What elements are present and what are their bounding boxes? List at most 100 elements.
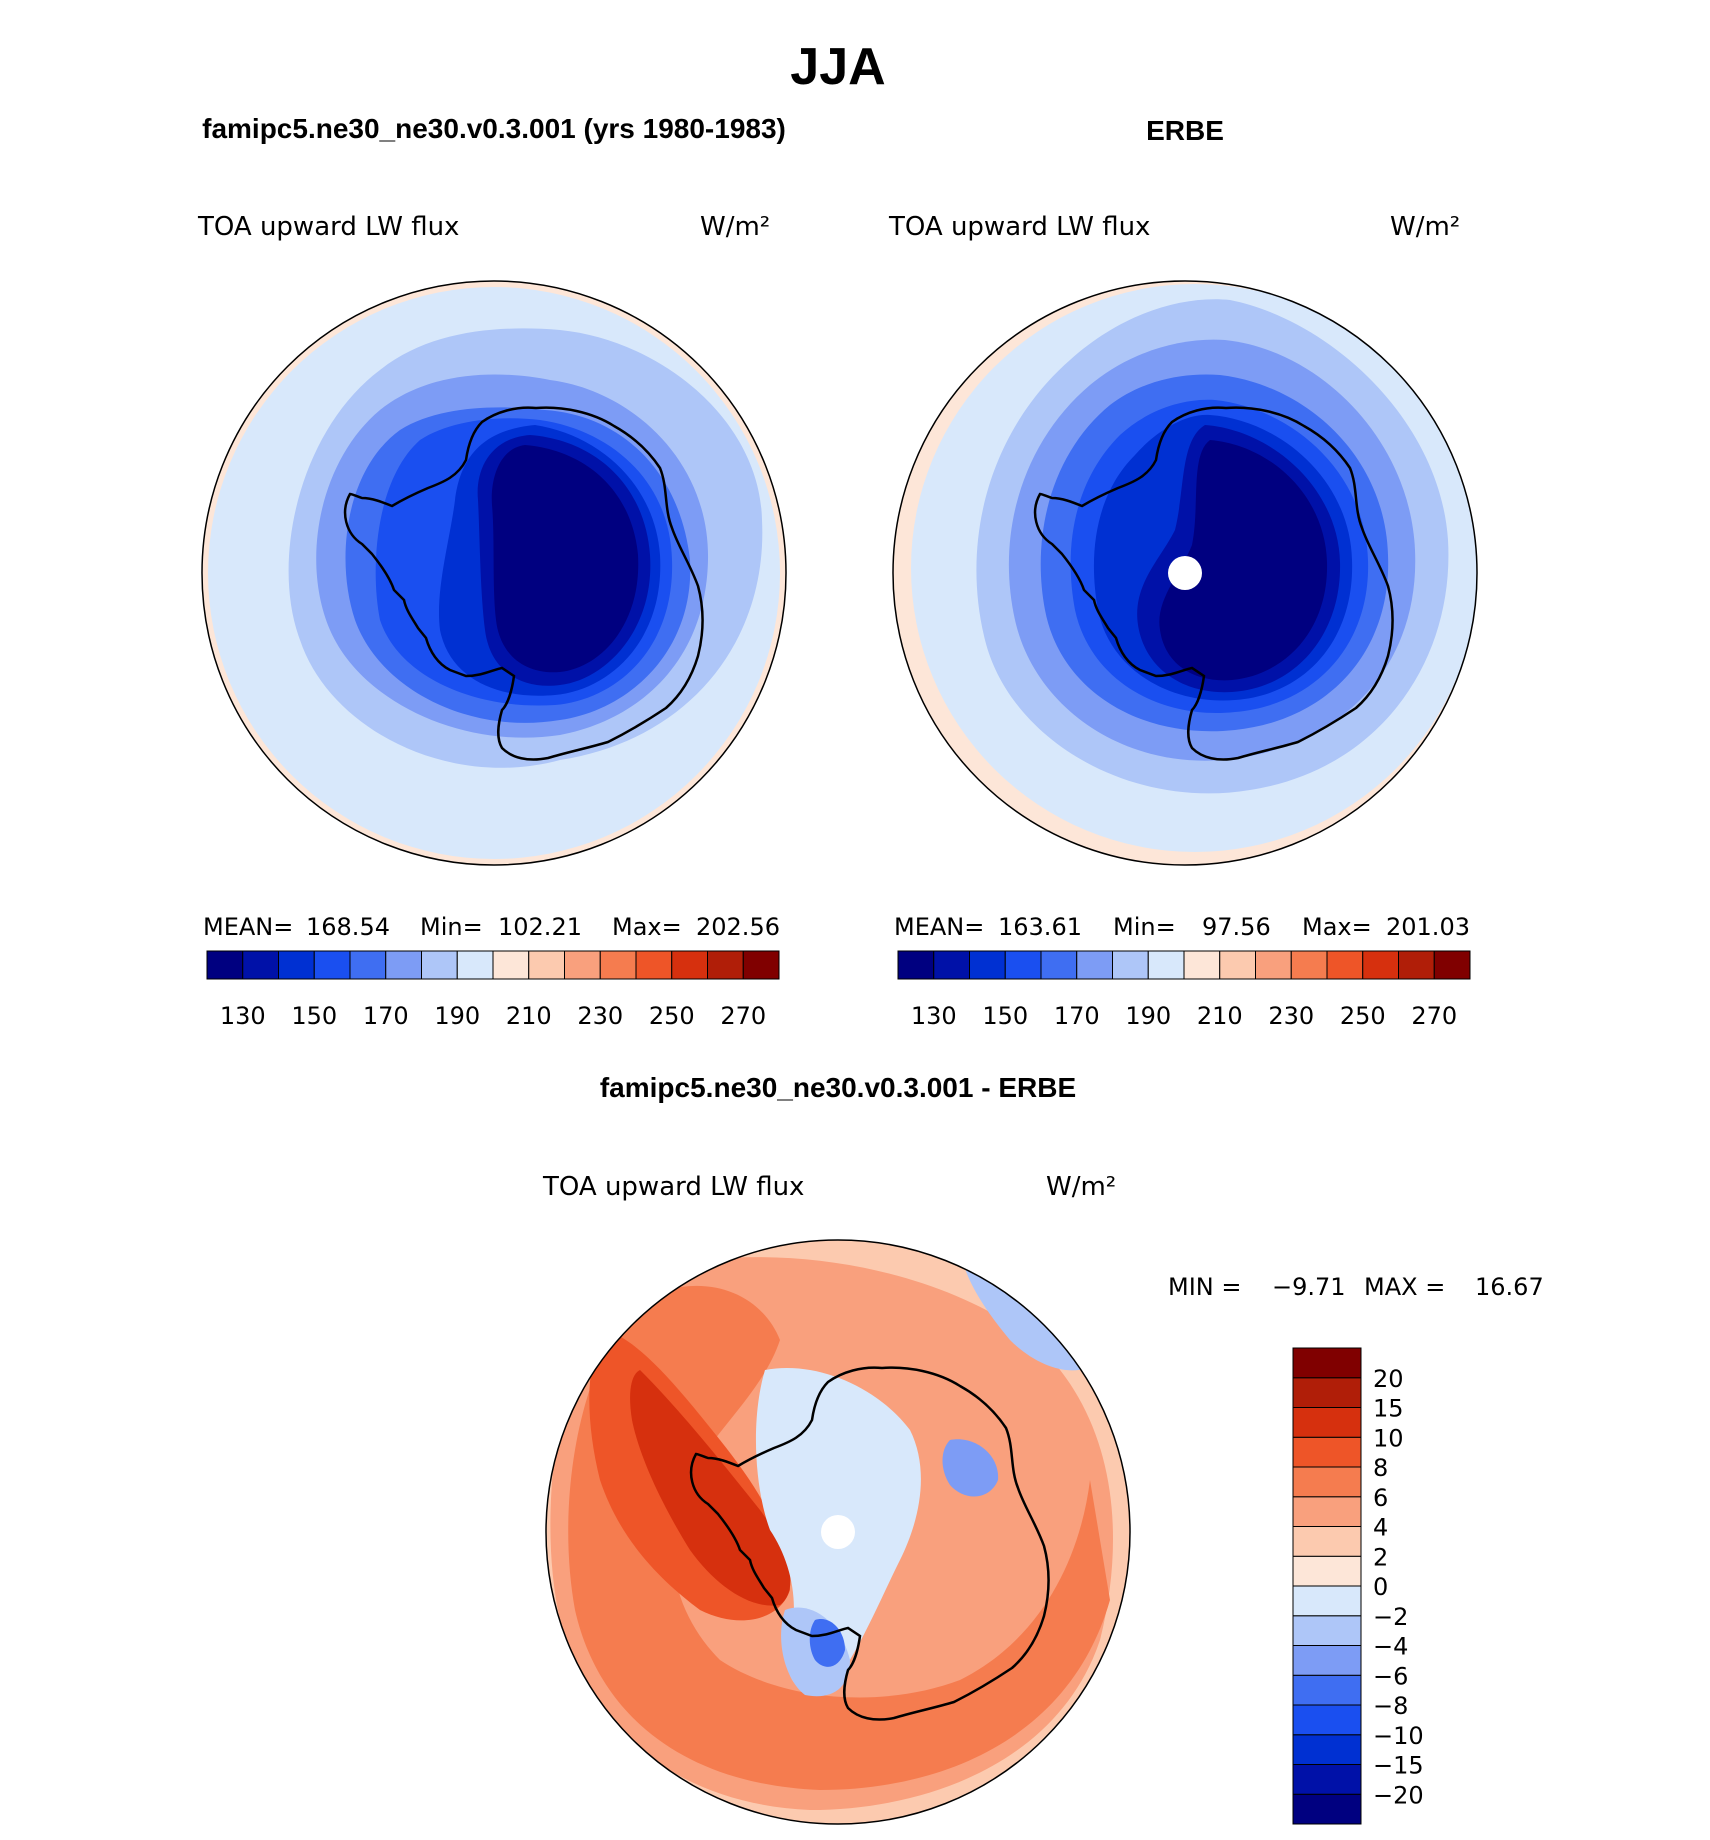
colorbar-swatch (1292, 1793, 1362, 1825)
colorbar-tick-label: 2 (1373, 1543, 1388, 1571)
model-map-border (201, 280, 787, 866)
colorbar-swatch (1292, 1377, 1362, 1408)
colorbar-swatch (1292, 1674, 1362, 1706)
colorbar-tick-label: 210 (1197, 1002, 1243, 1030)
colorbar-swatch (969, 950, 1006, 980)
obs-map-border (892, 280, 1478, 866)
colorbar-tick-label: 230 (577, 1002, 623, 1030)
diff-max-label: MAX = (1364, 1273, 1445, 1301)
colorbar-tick-label: 6 (1373, 1484, 1388, 1512)
colorbar-tick-label: −15 (1373, 1752, 1424, 1780)
colorbar-swatch (1292, 1734, 1362, 1765)
model-max-value: 202.56 (696, 913, 780, 941)
colorbar-swatch (1433, 950, 1471, 980)
colorbar-tick-label: 210 (506, 1002, 552, 1030)
colorbar-swatch (421, 950, 458, 980)
colorbar-swatch (1362, 950, 1399, 980)
colorbar-swatch (1292, 1436, 1362, 1468)
diff-units-label: W/m² (1046, 1172, 1116, 1202)
obs-max-value: 201.03 (1386, 913, 1470, 941)
colorbar-swatch (1290, 950, 1328, 980)
colorbar-swatch (599, 950, 637, 980)
obs-max-label: Max= (1302, 913, 1372, 941)
model-panel-title: famipc5.ne30_ne30.v0.3.001 (yrs 1980-198… (202, 113, 786, 144)
colorbar-tick-label: −8 (1373, 1692, 1408, 1720)
colorbar-swatch (1112, 950, 1149, 980)
obs-variable-label: TOA upward LW flux (888, 212, 1150, 242)
colorbar-swatch (1219, 950, 1256, 980)
obs-stats: MEAN= 163.61 Min= 97.56 Max= 201.03 (894, 913, 1470, 941)
obs-map (892, 280, 1478, 866)
model-min-label: Min= (420, 913, 483, 941)
colorbar-tick-label: 130 (911, 1002, 957, 1030)
colorbar-swatch (635, 950, 673, 980)
colorbar-swatch (897, 950, 935, 980)
colorbar-tick-label: 190 (1125, 1002, 1171, 1030)
colorbar-swatch (1292, 1526, 1362, 1557)
colorbar-swatch (1292, 1407, 1362, 1438)
colorbar-swatch (1326, 950, 1364, 980)
colorbar-tick-label: −10 (1373, 1722, 1424, 1750)
page-title: JJA (790, 38, 885, 96)
colorbar-swatch (1292, 1347, 1362, 1379)
model-mean-value: 168.54 (306, 913, 390, 941)
diff-stats: MIN = −9.71 MAX = 16.67 (1168, 1273, 1544, 1301)
colorbar-tick-label: 10 (1373, 1424, 1404, 1452)
obs-units-label: W/m² (1390, 212, 1460, 242)
colorbar-tick-label: 190 (434, 1002, 480, 1030)
model-min-value: 102.21 (498, 913, 582, 941)
obs-colorbar: 130 150 170 190 210 230 250 270 (897, 950, 1471, 1030)
colorbar-tick-label: 130 (220, 1002, 266, 1030)
colorbar-tick-label: 270 (720, 1002, 766, 1030)
colorbar-swatch (242, 950, 279, 980)
colorbar-swatch (278, 950, 315, 980)
colorbar-swatch (1292, 1645, 1362, 1676)
diff-min-value: −9.71 (1272, 1273, 1346, 1301)
colorbar-swatch (1004, 950, 1042, 980)
colorbar-swatch (1255, 950, 1292, 980)
model-colorbar: 130 150 170 190 210 230 250 270 (206, 950, 780, 1030)
colorbar-swatch (1040, 950, 1078, 980)
colorbar-tick-label: 270 (1411, 1002, 1457, 1030)
colorbar-swatch (707, 950, 744, 980)
colorbar-swatch (1076, 950, 1113, 980)
colorbar-tick-label: 150 (982, 1002, 1028, 1030)
colorbar-swatch (528, 950, 565, 980)
colorbar-swatch (1292, 1585, 1362, 1617)
colorbar-swatch (456, 950, 494, 980)
colorbar-swatch (1292, 1704, 1362, 1736)
obs-mean-label: MEAN= (894, 913, 984, 941)
colorbar-swatch (349, 950, 387, 980)
colorbar-swatch (671, 950, 708, 980)
obs-panel-title: ERBE (1146, 115, 1224, 146)
colorbar-tick-label: 4 (1373, 1514, 1388, 1542)
colorbar-swatch (1292, 1496, 1362, 1527)
colorbar-tick-label: −20 (1373, 1781, 1424, 1809)
colorbar-swatch (1183, 950, 1221, 980)
diff-max-value: 16.67 (1475, 1273, 1544, 1301)
colorbar-swatch (313, 950, 351, 980)
colorbar-swatch (1292, 1615, 1362, 1646)
colorbar-tick-label: 250 (1340, 1002, 1386, 1030)
model-map (201, 280, 787, 866)
diff-map-border (545, 1239, 1131, 1825)
colorbar-swatch (1147, 950, 1185, 980)
diff-contour-10 (630, 1370, 791, 1606)
colorbar-tick-label: −2 (1373, 1603, 1408, 1631)
colorbar-tick-label: 170 (1054, 1002, 1100, 1030)
colorbar-tick-label: 15 (1373, 1395, 1404, 1423)
colorbar-tick-label: 8 (1373, 1454, 1388, 1482)
diff-map (545, 1239, 1131, 1825)
model-max-label: Max= (612, 913, 682, 941)
diff-panel-title: famipc5.ne30_ne30.v0.3.001 - ERBE (600, 1072, 1076, 1103)
model-contour-120 (491, 445, 639, 673)
colorbar-swatch (1398, 950, 1435, 980)
obs-mean-value: 163.61 (998, 913, 1082, 941)
colorbar-swatch (385, 950, 422, 980)
colorbar-swatch (564, 950, 601, 980)
colorbar-swatch (933, 950, 970, 980)
obs-contour-120 (1159, 440, 1328, 681)
colorbar-tick-label: −6 (1373, 1662, 1408, 1690)
